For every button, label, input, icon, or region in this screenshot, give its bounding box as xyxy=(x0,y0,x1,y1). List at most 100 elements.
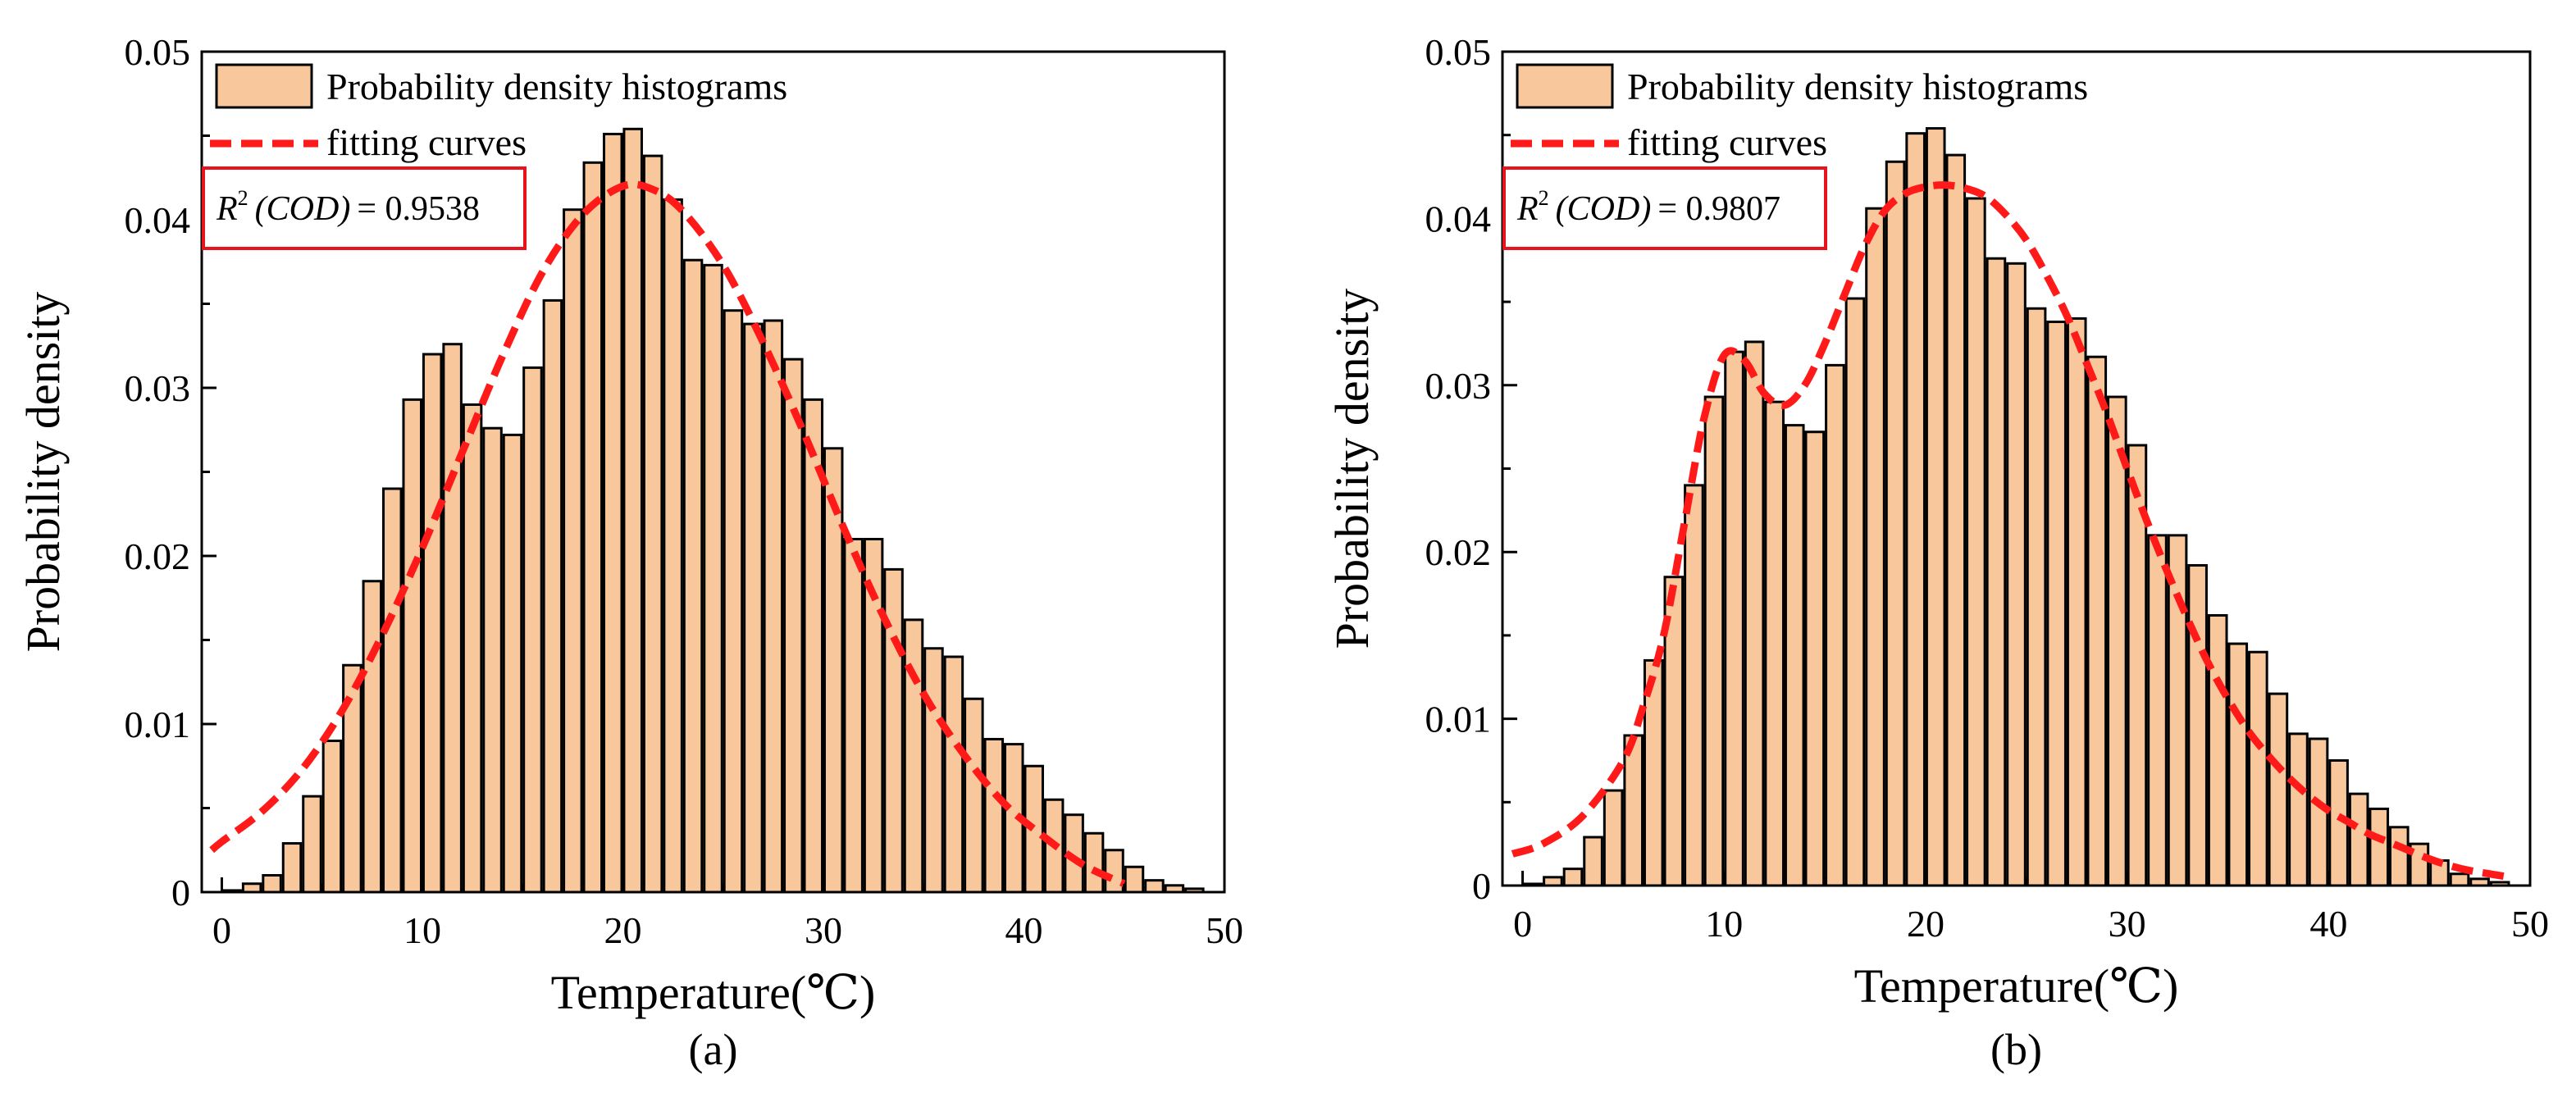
histogram-bar xyxy=(262,874,282,894)
histogram-bar xyxy=(1724,350,1744,887)
histogram-bar xyxy=(1825,363,1845,887)
histogram-bar xyxy=(1623,734,1644,887)
y-tick-label: 0.03 xyxy=(1425,365,1492,407)
x-axis-title: Temperature(℃) xyxy=(551,966,876,1019)
histogram-bar xyxy=(964,697,984,894)
y-axis: 0 0.01 0.02 0.03 0.04 0.05 xyxy=(1425,31,1517,907)
histogram-bar xyxy=(1562,868,1584,887)
x-tick-label: 0 xyxy=(1513,903,1532,945)
histogram-bars xyxy=(1522,127,2510,887)
fitting-curve xyxy=(1511,181,2511,881)
r2-annotation-box xyxy=(202,166,527,250)
histogram-bar xyxy=(1966,197,1986,887)
histogram-bar xyxy=(943,655,964,894)
histogram-bar xyxy=(1905,132,1926,887)
legend-label-histogram: Probability density histograms xyxy=(1627,66,2088,107)
histogram-bar xyxy=(2369,807,2390,887)
y-axis-title: Probability density xyxy=(1325,289,1379,649)
histogram-bar xyxy=(783,358,804,894)
histogram-bar xyxy=(1945,153,1967,887)
y-tick-label: 0.04 xyxy=(125,199,191,241)
histogram-bar xyxy=(2066,317,2087,887)
histogram-bar xyxy=(482,426,503,894)
histogram-bar xyxy=(582,161,604,894)
histogram-bar xyxy=(1885,160,1906,887)
histogram-bar xyxy=(281,842,303,894)
y-tick-label: 0.01 xyxy=(1425,699,1492,740)
y-tick-label: 0.01 xyxy=(125,704,191,745)
x-tick-label: 50 xyxy=(2511,903,2549,945)
histogram-bar xyxy=(502,433,523,894)
fitting-curve xyxy=(209,180,1126,887)
histogram-bar xyxy=(1844,297,1866,887)
equals-sign: = xyxy=(1657,190,1685,228)
y-tick-label: 0.05 xyxy=(125,31,191,73)
histogram-bar xyxy=(1784,424,1805,887)
y-tick-label: 0.05 xyxy=(1425,31,1492,73)
histogram-bar xyxy=(843,538,864,894)
r2-superscript: 2 xyxy=(1539,186,1549,210)
histogram-bar xyxy=(2026,307,2047,887)
histogram-bar xyxy=(1744,340,1765,887)
y-tick-label: 0 xyxy=(1472,865,1491,907)
r2-annotation: R2 (COD) = 0.9538 xyxy=(202,166,527,250)
histogram-bar xyxy=(2107,395,2127,887)
chart-a-svg: 0 0.01 0.02 0.03 0.04 0.05 0 10 20 30 40 50 Temperat… xyxy=(16,31,1243,1074)
histogram-bar xyxy=(542,298,563,894)
y-tick-label: 0 xyxy=(171,872,190,913)
histogram-bar xyxy=(1865,207,1885,887)
legend-label-histogram: Probability density histograms xyxy=(326,66,787,107)
x-tick-label: 50 xyxy=(1206,909,1243,951)
histogram-bar xyxy=(723,309,744,894)
histogram-bar xyxy=(2187,563,2208,887)
x-tick-label: 10 xyxy=(1705,903,1743,945)
histogram-bar xyxy=(2268,692,2289,887)
x-tick-label: 10 xyxy=(403,909,441,951)
y-axis: 0 0.01 0.02 0.03 0.04 0.05 xyxy=(125,31,217,913)
histogram-bar xyxy=(2086,355,2108,887)
histogram-bar xyxy=(703,263,723,894)
x-axis: 0 10 20 30 40 50 xyxy=(212,877,1243,951)
histogram-bar xyxy=(1024,764,1044,894)
r2-value: 0.9538 xyxy=(385,190,481,228)
histogram-bar xyxy=(2046,321,2067,887)
histogram-bar xyxy=(563,208,583,894)
histogram-bar xyxy=(682,258,704,894)
y-tick-label: 0.02 xyxy=(125,535,191,577)
histogram-bars xyxy=(221,127,1205,894)
histogram-bar xyxy=(1804,430,1826,887)
histogram-bar xyxy=(823,447,844,894)
histogram-bar xyxy=(1684,484,1704,887)
legend: Probability density histograms fitting cu… xyxy=(1511,63,2088,163)
x-tick-label: 0 xyxy=(212,909,231,951)
r2-value: 0.9807 xyxy=(1686,190,1781,228)
histogram-bar xyxy=(983,737,1005,894)
histogram-bar xyxy=(1986,257,2007,887)
y-axis-title: Probability density xyxy=(16,292,70,653)
panel-label: (a) xyxy=(689,1025,738,1074)
histogram-bar xyxy=(642,154,663,894)
legend-swatch-histogram xyxy=(1516,63,1614,109)
chart-b-svg: 0 0.01 0.02 0.03 0.04 0.05 0 10 20 30 40 50 Temperat… xyxy=(1325,31,2549,1074)
legend-label-curve: fitting curves xyxy=(326,121,527,163)
legend: Probability density histograms fitting cu… xyxy=(210,63,787,163)
y-tick-label: 0.03 xyxy=(125,367,191,409)
y-tick-label: 0.04 xyxy=(1425,198,1492,239)
histogram-bar xyxy=(2248,650,2268,887)
histogram-bar xyxy=(241,882,262,894)
r2-superscript: 2 xyxy=(238,186,248,210)
histogram-bar xyxy=(462,403,483,894)
histogram-bar xyxy=(2207,613,2228,887)
histogram-bar xyxy=(622,127,643,894)
x-tick-label: 40 xyxy=(2309,903,2347,945)
r2-annotation-box xyxy=(1502,166,1827,250)
histogram-bar xyxy=(763,319,784,894)
legend-label-curve: fitting curves xyxy=(1627,121,1827,163)
r2-symbol: R xyxy=(216,190,238,228)
histogram-bar xyxy=(2288,732,2309,887)
r2-symbol: R xyxy=(1516,190,1539,228)
histogram-bar xyxy=(663,198,683,894)
cod-label: (COD) xyxy=(1556,190,1652,228)
histogram-bar xyxy=(903,618,924,894)
histogram-bar xyxy=(2388,826,2410,887)
